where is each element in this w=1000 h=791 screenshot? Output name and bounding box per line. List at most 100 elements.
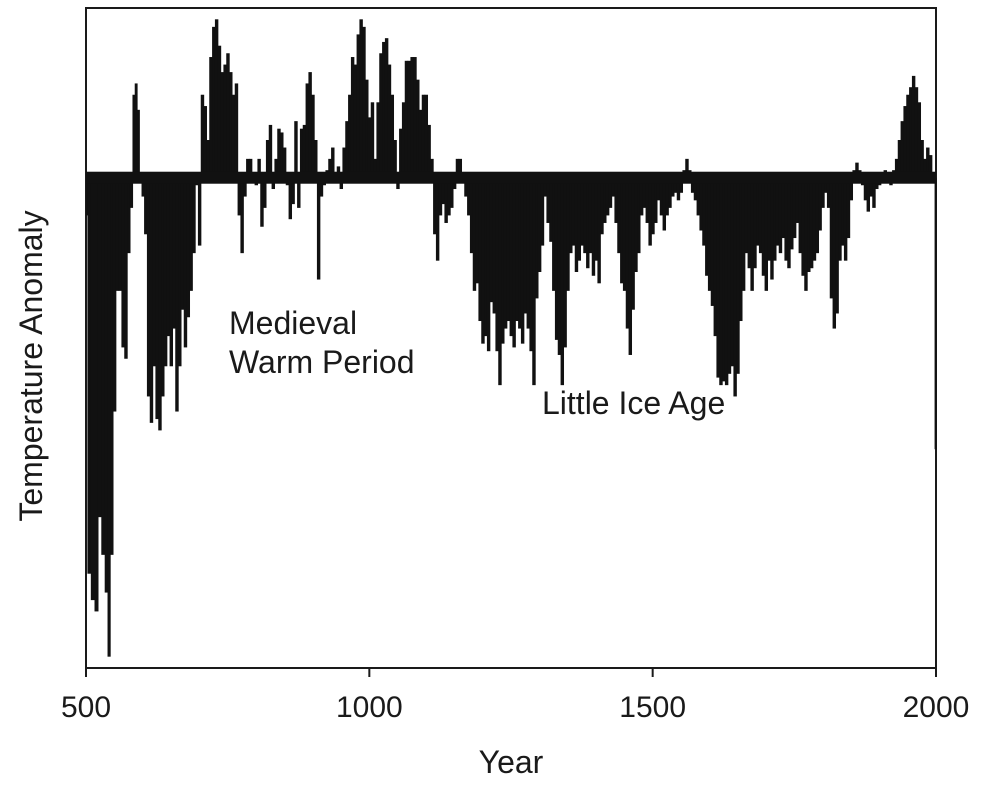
data-bar [217,45,222,178]
data-bar [631,177,635,310]
data-bar [268,124,273,178]
data-bar [597,177,601,284]
data-bar [421,94,426,178]
data-bar [161,177,165,397]
data-bar [809,177,814,269]
data-bar [648,177,652,246]
y-axis-label: Temperature Anomaly [13,210,49,521]
data-bar [149,177,154,423]
data-bar [909,87,913,178]
data-bar [495,177,499,352]
data-bar [600,177,604,235]
data-bar [724,177,729,386]
data-bar [906,94,910,178]
data-bar [277,128,281,178]
data-bar [178,177,182,367]
data-bar [90,177,96,601]
data-bar [501,177,505,344]
data-bar [747,177,752,269]
data-bar [197,177,202,246]
data-bar [549,177,553,242]
data-bar [356,34,361,178]
data-bar [767,177,771,261]
data-bar [778,177,783,254]
data-bar [407,60,412,178]
x-axis-label: Year [479,744,544,780]
data-bar [223,64,227,178]
data-bar [702,177,706,246]
data-bar [560,177,565,386]
data-bar [158,177,162,431]
data-bar [206,140,210,178]
data-bar [305,83,310,178]
data-bar [801,177,805,276]
data-bar [563,177,567,348]
data-bar [226,53,230,178]
data-bar [849,177,854,201]
data-bar [183,177,188,348]
data-bar [866,177,871,212]
data-bar [297,177,301,208]
data-bar [518,177,522,329]
data-bar [716,177,720,378]
data-bar [843,177,848,261]
data-bar [404,60,409,178]
data-bar [209,57,213,178]
data-bar [141,177,145,197]
data-bar [280,132,284,178]
data-bar [571,177,576,246]
data-bar [127,177,131,254]
data-bar [832,177,837,329]
data-bar [418,109,423,178]
data-bar [543,177,548,197]
data-bar [546,177,550,223]
data-bar [639,177,644,216]
x-tick-label: 500 [61,691,111,724]
data-bar [478,177,482,322]
zero-baseline [86,171,936,184]
data-bar [588,177,593,254]
data-bar [316,177,321,280]
data-bar [506,177,511,322]
data-bar [798,177,803,254]
data-bar [302,124,307,178]
data-bar [214,19,219,178]
data-bar [614,177,618,223]
data-bar [237,177,242,216]
data-bar [435,177,440,261]
data-bar [438,177,443,216]
x-tick-label: 1500 [619,691,686,724]
data-bar [617,177,621,254]
data-bar [144,177,148,235]
data-bar [586,177,590,269]
data-bar [900,121,905,178]
data-bar [574,177,579,272]
data-bar [342,147,346,178]
data-bar [679,177,684,193]
annotation-little-ice-age: Little Ice Age [542,385,725,421]
data-bar [736,177,740,374]
annotation-mwp-line-2: Warm Period [229,344,415,380]
tick-layer: 500 1000 1500 2000 [61,668,969,724]
data-bar [668,177,672,208]
data-bar [314,140,318,178]
data-bar [583,177,587,254]
data-bar [379,53,383,178]
data-bar [450,177,454,208]
data-bar [186,177,191,318]
data-bar [526,177,531,329]
data-bar [345,121,349,178]
data-bar [265,140,270,178]
data-bar [699,177,703,231]
data-bar [611,177,616,197]
data-bar [651,177,655,235]
data-bar [294,121,298,178]
data-bar [175,177,179,412]
data-bar [387,64,392,178]
data-bar [821,177,825,208]
data-bar [86,177,89,216]
data-bar [319,177,324,197]
data-bar [841,177,845,246]
data-bar [775,177,780,246]
data-bar [753,177,757,269]
